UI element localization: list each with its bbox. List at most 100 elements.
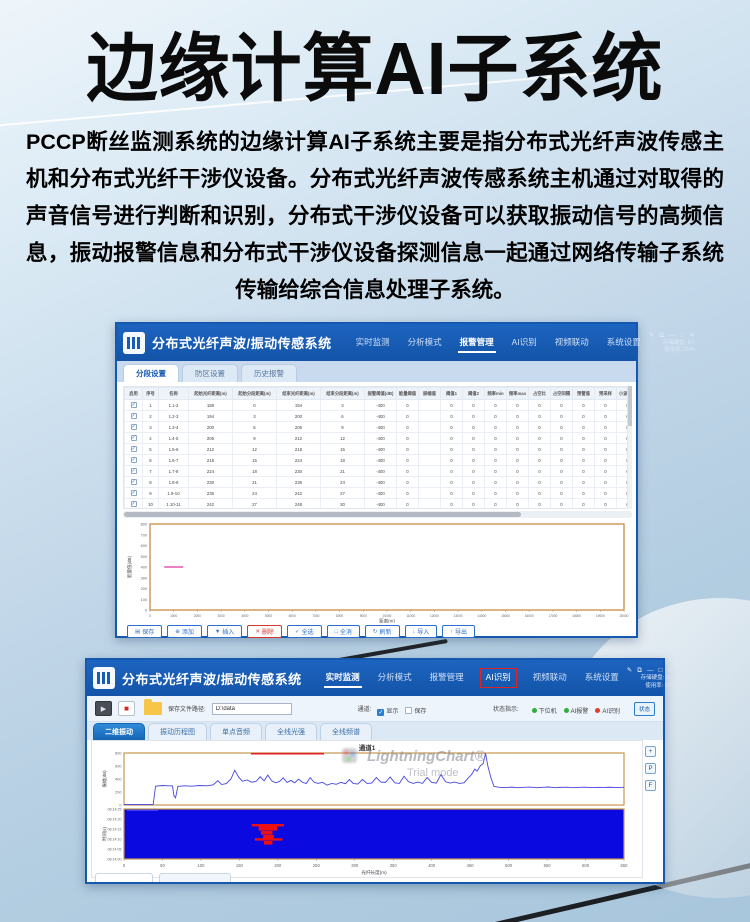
table-cell: 0 bbox=[484, 498, 507, 508]
row-enable-checkbox[interactable]: ✓ bbox=[130, 490, 137, 496]
view-tab-4[interactable]: 全线光强 bbox=[265, 723, 317, 740]
view-tab-1[interactable]: 二维振动 bbox=[93, 723, 145, 740]
table-cell: 0 bbox=[550, 476, 573, 488]
bottom-tab-stub[interactable] bbox=[95, 873, 153, 882]
action-button-刷新[interactable]: ↻ 刷新 bbox=[364, 625, 400, 638]
view-tab-5[interactable]: 全线频谱 bbox=[320, 723, 372, 740]
bottom-tab-stub[interactable] bbox=[159, 873, 231, 882]
svg-text:时间(s): 时间(s) bbox=[101, 827, 108, 841]
start-button[interactable]: ▶ bbox=[95, 701, 112, 716]
nav-item-2[interactable]: 分析模式 bbox=[377, 672, 412, 682]
table-cell: 9 bbox=[142, 487, 159, 499]
svg-text:0: 0 bbox=[123, 863, 126, 868]
storage-disk: 存储硬盘: D:\ bbox=[663, 340, 695, 347]
nav-item-4[interactable]: AI识别 bbox=[479, 668, 517, 688]
action-button-删除[interactable]: ✕ 删除 bbox=[247, 625, 282, 638]
nav-item-6[interactable]: 系统设置 bbox=[606, 336, 641, 347]
status-button[interactable]: 状态 bbox=[633, 701, 655, 716]
row-enable-checkbox[interactable]: ✓ bbox=[130, 413, 137, 419]
action-button-添加[interactable]: ⊕ 添加 bbox=[167, 625, 202, 638]
nav-item-5[interactable]: 视频联动 bbox=[554, 336, 589, 347]
status-label: 状态指示: bbox=[492, 707, 519, 713]
minimize-icon[interactable]: — bbox=[646, 667, 654, 674]
folder-icon[interactable] bbox=[144, 699, 162, 715]
nav-item-1[interactable]: 实时监测 bbox=[355, 336, 390, 347]
table-cell: 0 bbox=[550, 465, 573, 477]
save-path-input[interactable] bbox=[211, 702, 292, 715]
table-cell: 0 bbox=[506, 465, 529, 477]
tab-1[interactable]: 分段设置 bbox=[123, 364, 179, 382]
view-tab-3[interactable]: 单点音频 bbox=[210, 723, 262, 740]
layout-icon[interactable]: ⧉ bbox=[637, 667, 642, 674]
edit-icon[interactable]: ✎ bbox=[626, 667, 633, 674]
table-cell: 0 bbox=[506, 454, 529, 466]
table-cell: 0 bbox=[616, 454, 627, 466]
table-cell: 230 bbox=[188, 476, 233, 488]
table-cell: 15 bbox=[232, 454, 277, 466]
scrollbar-thumb[interactable] bbox=[628, 386, 632, 426]
chart-tool-button-F[interactable]: F bbox=[645, 780, 656, 791]
view-tab-2[interactable]: 振动历程图 bbox=[148, 723, 207, 740]
tab-3[interactable]: 历史报警 bbox=[241, 364, 297, 382]
checkbox-显示[interactable]: ✓ bbox=[377, 708, 385, 716]
row-enable-checkbox[interactable]: ✓ bbox=[130, 424, 137, 430]
table-cell: 236 bbox=[188, 487, 233, 499]
row-enable-checkbox[interactable]: ✓ bbox=[130, 402, 137, 408]
scrollbar-thumb[interactable] bbox=[124, 512, 522, 517]
table-cell: 0 bbox=[232, 399, 277, 411]
nav-item-6[interactable]: 系统设置 bbox=[584, 672, 619, 682]
action-button-导入[interactable]: ↓ 导入 bbox=[404, 625, 438, 638]
action-button-导出[interactable]: ↑ 导出 bbox=[442, 625, 476, 638]
nav-item-4[interactable]: AI识别 bbox=[511, 336, 537, 347]
indicator-AI识别: AI识别 bbox=[595, 707, 620, 715]
nav-item-1[interactable]: 实时监测 bbox=[323, 668, 362, 688]
indicator-label: 下位机 bbox=[538, 708, 557, 715]
row-enable-checkbox[interactable]: ✓ bbox=[130, 468, 137, 474]
button-icon: ↻ bbox=[372, 628, 378, 635]
action-button-全消[interactable]: □ 全消 bbox=[326, 625, 360, 638]
action-button-插入[interactable]: ▼ 插入 bbox=[206, 625, 243, 638]
checkbox-保存[interactable] bbox=[405, 706, 413, 714]
table-header-cell: 起始分段距离(m) bbox=[232, 387, 277, 400]
row-enable-checkbox[interactable]: ✓ bbox=[130, 479, 137, 485]
stop-button[interactable]: ■ bbox=[118, 701, 135, 716]
table-cell: 0 bbox=[616, 399, 627, 411]
chart-tool-button-+[interactable]: + bbox=[645, 746, 656, 757]
maximize-icon[interactable]: □ bbox=[680, 331, 685, 339]
checkbox-label: 保存 bbox=[414, 708, 427, 715]
table-cell: 200 bbox=[276, 410, 321, 422]
maximize-icon[interactable]: □ bbox=[658, 667, 663, 674]
nav-item-2[interactable]: 分析模式 bbox=[407, 336, 442, 347]
table-header-cell: 能量阈值 bbox=[396, 387, 419, 400]
storage-usage: 使用率: 29% bbox=[664, 347, 695, 354]
svg-text:600: 600 bbox=[582, 863, 590, 868]
nav-item-3[interactable]: 报警管理 bbox=[429, 672, 464, 682]
row-enable-checkbox[interactable]: ✓ bbox=[130, 501, 137, 507]
table-cell: 0 bbox=[462, 443, 485, 455]
edit-icon[interactable]: ✎ bbox=[648, 331, 655, 339]
minimize-icon[interactable]: — bbox=[668, 331, 676, 339]
close-icon[interactable]: ✕ bbox=[689, 331, 695, 339]
row-enable-checkbox[interactable]: ✓ bbox=[130, 446, 137, 452]
table-cell: 18 bbox=[232, 465, 277, 477]
svg-text:振幅(dB): 振幅(dB) bbox=[101, 770, 108, 788]
nav-item-5[interactable]: 视频联动 bbox=[532, 672, 567, 682]
table-horizontal-scrollbar[interactable] bbox=[123, 511, 632, 518]
svg-text:150: 150 bbox=[236, 863, 244, 868]
chart-tool-button-P[interactable]: P bbox=[645, 763, 656, 774]
close-icon[interactable]: ✕ bbox=[667, 667, 673, 674]
row-enable-checkbox[interactable]: ✓ bbox=[130, 435, 137, 441]
table-cell: 0 bbox=[396, 443, 419, 455]
action-button-全选[interactable]: ✓ 全选 bbox=[286, 625, 322, 638]
tab-2[interactable]: 防区设置 bbox=[182, 364, 238, 382]
svg-text:0: 0 bbox=[145, 609, 147, 613]
channel-checkboxes: ✓ 显示 保存 bbox=[377, 700, 433, 718]
layout-icon[interactable]: ⧉ bbox=[659, 331, 664, 339]
action-button-保存[interactable]: ▤ 保存 bbox=[127, 625, 163, 638]
nav-item-3[interactable]: 报警管理 bbox=[457, 333, 496, 353]
table-cell: -400 bbox=[364, 476, 397, 488]
row-enable-checkbox[interactable]: ✓ bbox=[130, 457, 137, 463]
table-vertical-scrollbar[interactable] bbox=[628, 386, 632, 509]
